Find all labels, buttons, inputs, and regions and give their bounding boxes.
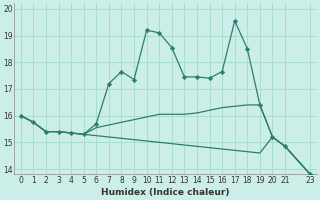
X-axis label: Humidex (Indice chaleur): Humidex (Indice chaleur) — [101, 188, 230, 197]
